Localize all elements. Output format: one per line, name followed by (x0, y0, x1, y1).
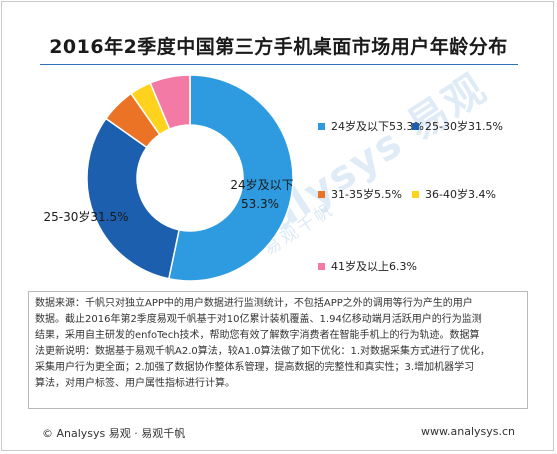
note-line: 数据。截止2016年第2季度易观千帆基于对10亿累计装机覆盖、1.94亿移动端月… (35, 314, 482, 325)
note-line: 结果，采用自主研发的enfoTech技术，帮助您有效了解数字消费者在智能手机上的… (35, 330, 480, 341)
note-line: 数据来源：千帆只对独立APP中的用户数据进行监测统计，不包括APP之外的调用等行… (35, 298, 473, 309)
pie-slice-0 (167, 74, 294, 282)
footer-copyright: © Analysys 易观 · 易观千帆 (42, 427, 186, 440)
title-underline (40, 64, 518, 65)
pie-slice-1 (86, 117, 180, 280)
chart-title: 2016年2季度中国第三方手机桌面市场用户年龄分布 (49, 36, 508, 58)
footer-url[interactable]: www.analysys.cn (421, 425, 515, 438)
note-line: 法更新说明：数据基于易观千帆A2.0算法，较A1.0算法做了如下优化：1.对数据… (35, 346, 491, 357)
slice-label-25-30: 25-30岁31.5% (44, 209, 129, 224)
note-line: 算法，对用户标签、用户属性指标进行计算。 (35, 378, 235, 389)
slice-label-24-value: 53.3% (241, 197, 279, 211)
slice-label-24-name: 24岁及以下 (230, 177, 293, 192)
pie-slice-4 (149, 74, 191, 131)
data-source-note: 数据来源：千帆只对独立APP中的用户数据进行监测统计，不包括APP之外的调用等行… (28, 291, 528, 409)
note-line: 采集用户行为更全面；2.加强了数据协作整体系管理，提高数据的完整性和真实性；3.… (35, 362, 475, 373)
